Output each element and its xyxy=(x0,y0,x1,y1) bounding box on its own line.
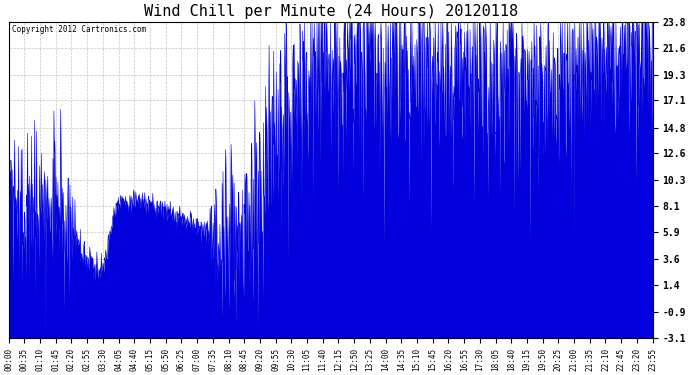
Text: Copyright 2012 Cartronics.com: Copyright 2012 Cartronics.com xyxy=(12,25,146,34)
Title: Wind Chill per Minute (24 Hours) 20120118: Wind Chill per Minute (24 Hours) 2012011… xyxy=(144,4,518,19)
